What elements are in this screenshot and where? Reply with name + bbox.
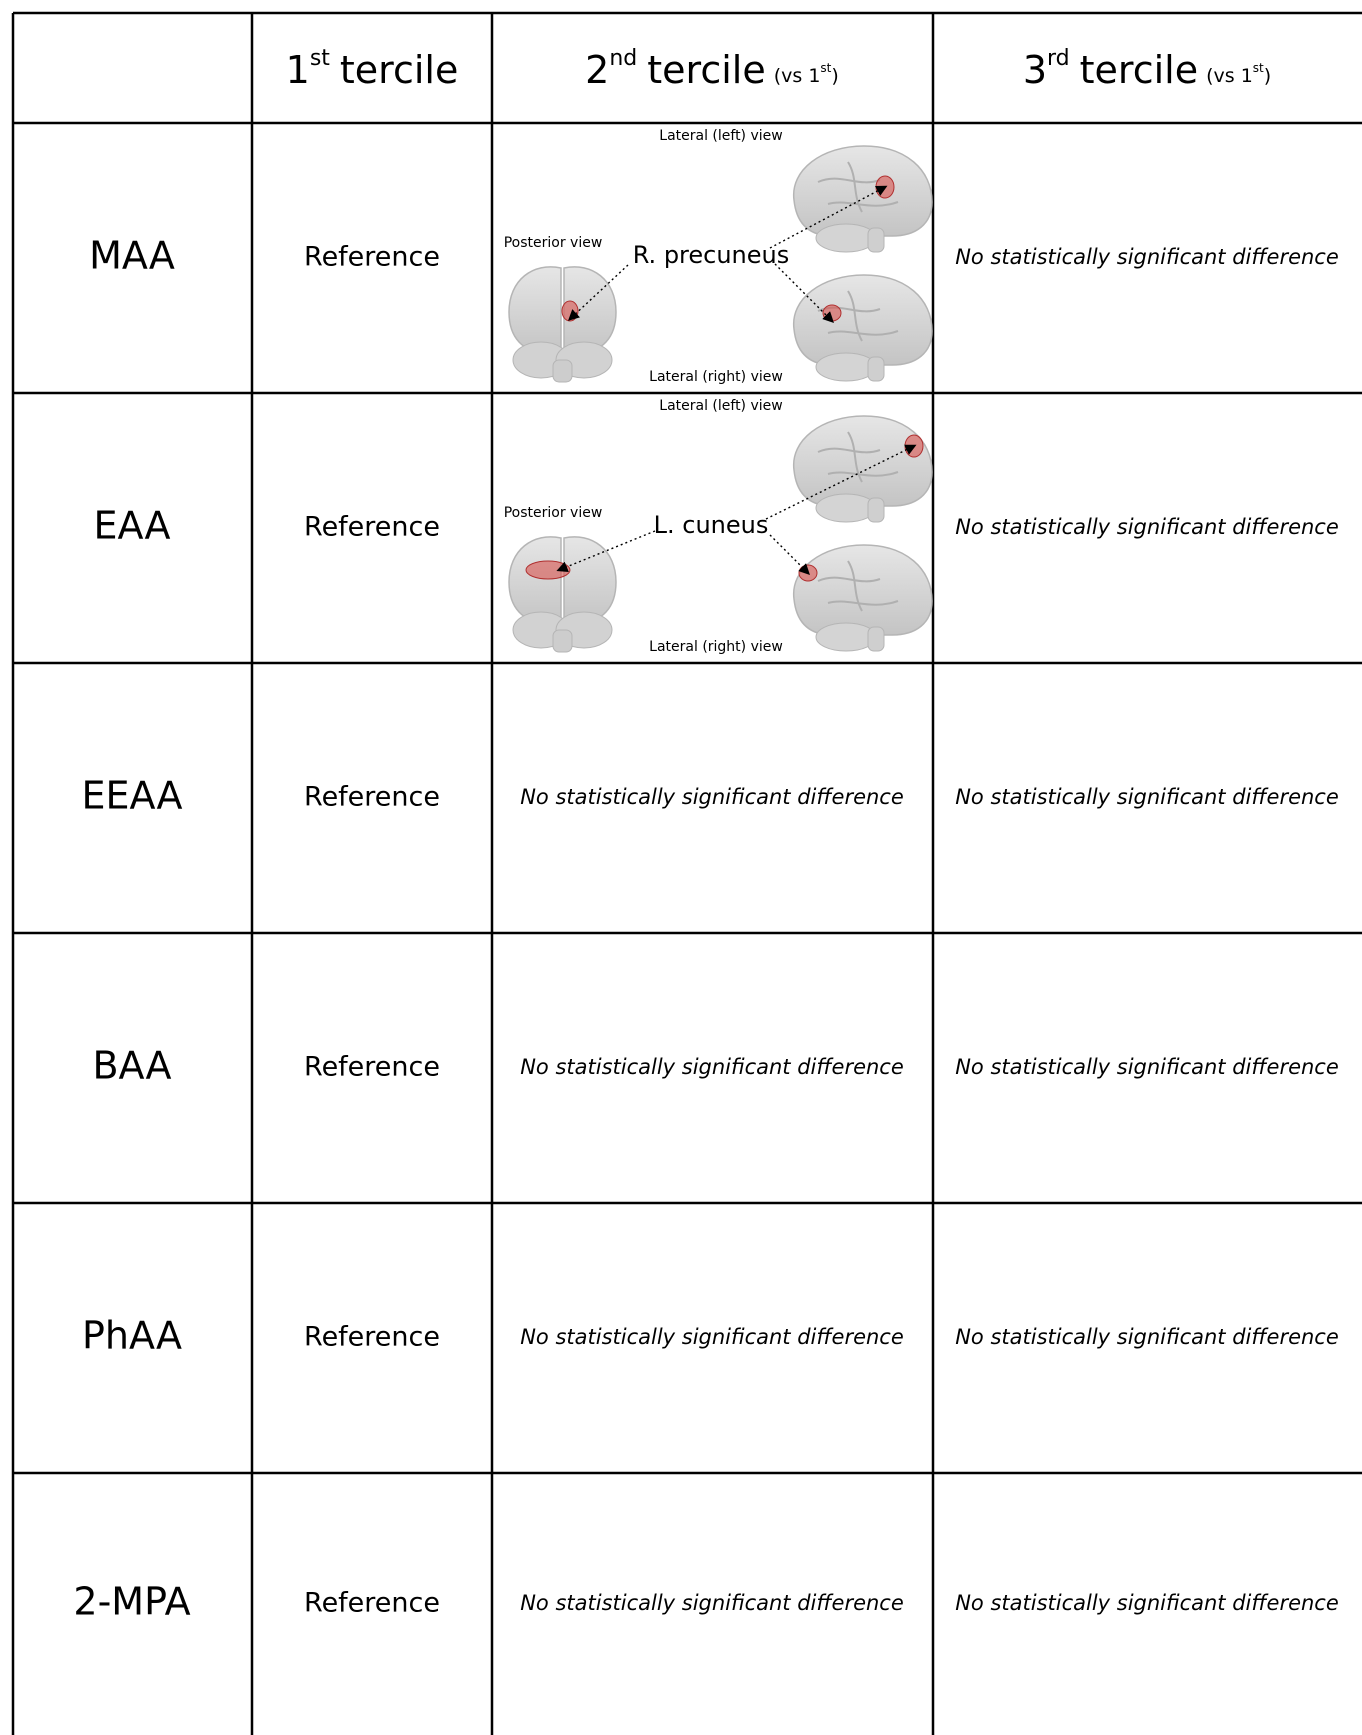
result-cell: No statistically significant difference xyxy=(955,1591,1339,1615)
view-label: Posterior view xyxy=(504,235,603,251)
row-name: EEAA xyxy=(81,774,182,818)
activation-cluster xyxy=(525,560,571,580)
brain-figure: Lateral (left) view Posterior view R. prec… xyxy=(504,128,933,385)
result-cell: No statistically significant difference xyxy=(955,1055,1339,1079)
table-grid xyxy=(11,11,1362,1735)
lateral-right-brain xyxy=(792,274,933,382)
header-cell: 1st tercile xyxy=(286,46,459,92)
reference-cell: Reference xyxy=(304,1052,440,1083)
header-label: tercile xyxy=(1080,48,1198,92)
header-superscript: st xyxy=(310,46,330,71)
arrow xyxy=(769,534,810,575)
reference-cell: Reference xyxy=(304,512,440,543)
lateral-right-brain xyxy=(792,544,933,652)
row-name: MAA xyxy=(89,234,175,278)
header-number: 3 xyxy=(1023,48,1047,92)
reference-cell: Reference xyxy=(304,782,440,813)
reference-cell: Reference xyxy=(304,242,440,273)
region-label: R. precuneus xyxy=(633,241,790,269)
row-name: PhAA xyxy=(82,1314,182,1358)
view-label: Posterior view xyxy=(504,505,603,521)
row-name: EAA xyxy=(93,504,170,548)
view-label: Lateral (left) view xyxy=(659,128,782,144)
row-name: BAA xyxy=(92,1044,171,1088)
header-cell: 2nd tercile (vs 1st) xyxy=(585,46,839,92)
activation-cluster xyxy=(561,300,579,322)
header-note-superscript: st xyxy=(1253,61,1264,75)
lateral-left-brain xyxy=(792,145,933,253)
arrow xyxy=(556,530,656,573)
header-number: 1 xyxy=(286,48,310,92)
view-label: Lateral (right) view xyxy=(649,369,783,385)
header-note-superscript: st xyxy=(820,61,831,75)
activation-cluster xyxy=(822,304,842,322)
view-label: Lateral (left) view xyxy=(659,398,782,414)
result-cell: No statistically significant difference xyxy=(955,785,1339,809)
header-note-end: ) xyxy=(831,65,838,87)
header-note-end: ) xyxy=(1264,65,1271,87)
header-superscript: rd xyxy=(1047,46,1070,71)
view-label: Lateral (right) view xyxy=(649,639,783,655)
result-cell: No statistically significant difference xyxy=(955,1325,1339,1349)
result-cell: No statistically significant difference xyxy=(520,1325,904,1349)
reference-cell: Reference xyxy=(304,1322,440,1353)
reference-cell: Reference xyxy=(304,1588,440,1619)
header-label: tercile xyxy=(647,48,765,92)
arrow xyxy=(567,264,629,321)
header-label: tercile xyxy=(340,48,458,92)
result-cell: No statistically significant difference xyxy=(520,1591,904,1615)
region-label: L. cuneus xyxy=(654,511,769,539)
lateral-left-brain xyxy=(792,415,933,523)
result-cell: No statistically significant difference xyxy=(955,245,1339,269)
header-number: 2 xyxy=(585,48,609,92)
result-cell: No statistically significant difference xyxy=(955,515,1339,539)
brain-figure: Lateral (left) view Posterior view L. cune… xyxy=(504,398,933,655)
result-cell: No statistically significant difference xyxy=(520,785,904,809)
row-name: 2-MPA xyxy=(73,1580,190,1624)
result-cell: No statistically significant difference xyxy=(520,1055,904,1079)
header-superscript: nd xyxy=(609,46,637,71)
header-cell: 3rd tercile (vs 1st) xyxy=(1023,46,1271,92)
arrow xyxy=(774,263,834,323)
posterior-brain xyxy=(508,536,617,653)
arrow xyxy=(769,185,888,249)
header-note: (vs 1 xyxy=(1206,65,1253,87)
posterior-brain xyxy=(508,266,617,383)
header-note: (vs 1 xyxy=(774,65,821,87)
